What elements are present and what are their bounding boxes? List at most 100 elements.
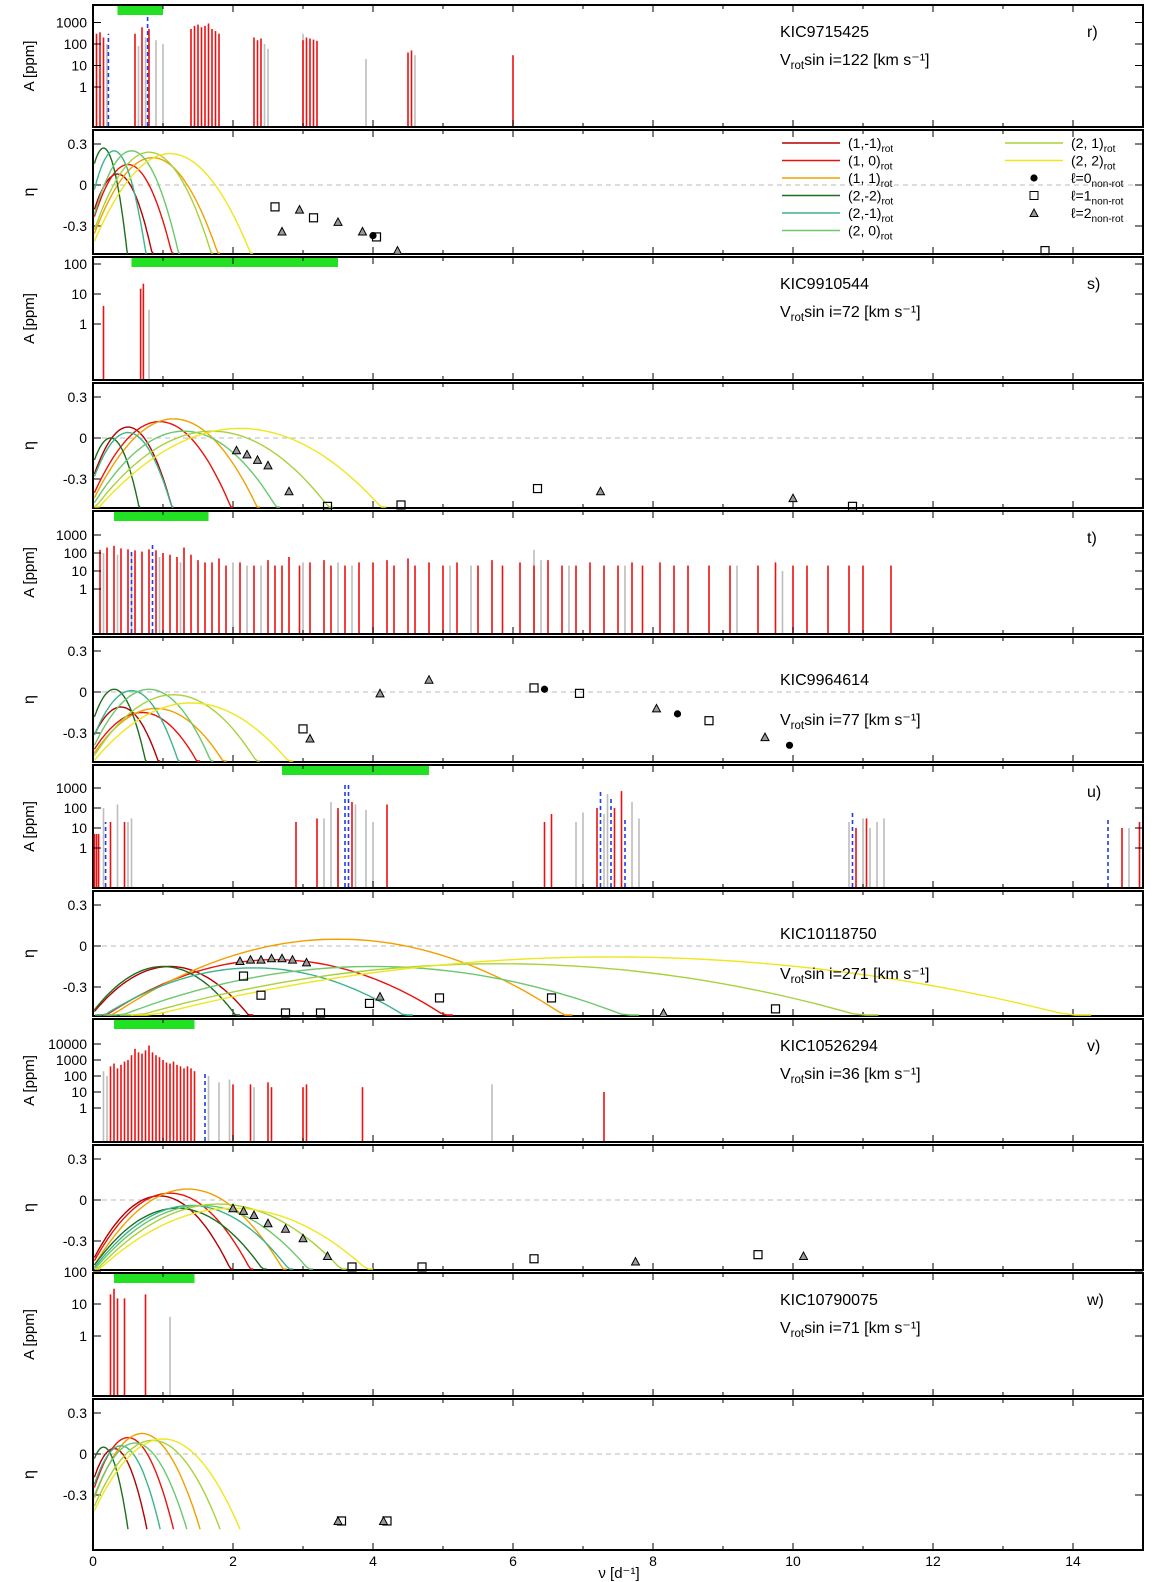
x-tick-label-5: 10 bbox=[785, 1553, 801, 1569]
panel-u-eta-ytick-label-1: 0 bbox=[79, 938, 87, 954]
x-tick-label-7: 14 bbox=[1065, 1553, 1081, 1569]
panel-w-l2-point-0 bbox=[333, 1515, 343, 1525]
panel-r-eta-curve-6 bbox=[93, 151, 214, 254]
panel-t-eta-ytick-label-1: 0 bbox=[79, 684, 87, 700]
panel-v-l1-point-1 bbox=[417, 1262, 427, 1272]
panel-s-amp-ylabel: A [ppm] bbox=[21, 293, 38, 344]
panel-t-l2-point-4 bbox=[760, 732, 770, 742]
panel-v-amp-ytick-label-3: 1000 bbox=[56, 1052, 87, 1068]
panel-r-eta-ytick-label-2: -0.3 bbox=[63, 218, 87, 234]
panel-v-l1-point-2 bbox=[529, 1254, 539, 1264]
panel-r-l2-point-1 bbox=[294, 204, 305, 214]
panel-v-l1-point-3 bbox=[753, 1250, 763, 1260]
panel-w-star-name: KIC10790075 bbox=[780, 1292, 878, 1309]
panel-w-eta-curve-7 bbox=[93, 1438, 241, 1530]
panel-v-amp-frame bbox=[92, 1018, 1144, 1143]
panel-v-amp-ylabel: A [ppm] bbox=[21, 1055, 38, 1106]
panel-v-eta-curve-6 bbox=[94, 1203, 347, 1270]
panel-r-amp-ylabel: A [ppm] bbox=[21, 41, 38, 92]
panel-u-eta-curve-1 bbox=[97, 959, 453, 1016]
panel-s-l2-point-5 bbox=[595, 486, 606, 496]
panel-v-l2-point-8 bbox=[798, 1250, 809, 1261]
panel-v-eta-curve-0 bbox=[93, 1195, 234, 1270]
panel-v-eta-ytick-label-2: -0.3 bbox=[63, 1233, 87, 1249]
panel-w-panel-letter: w) bbox=[1086, 1292, 1104, 1309]
panel-u-star-name: KIC10118750 bbox=[780, 926, 877, 943]
panel-s-eta-frame bbox=[92, 382, 1144, 509]
panel-u-eta-ytick-label-0: 0.3 bbox=[68, 897, 88, 913]
panel-s-l2-point-2 bbox=[252, 454, 263, 464]
panel-r-amp-ytick-label-3: 1000 bbox=[56, 15, 87, 31]
panel-s-vsini: Vrotsin i=72 [km s⁻¹] bbox=[780, 304, 921, 324]
panel-t-l2-point-2 bbox=[424, 674, 434, 684]
panel-s-eta-ytick-label-1: 0 bbox=[79, 430, 87, 446]
panel-r-eta-curve-7 bbox=[93, 152, 254, 254]
panel-v-l2-point-2 bbox=[249, 1209, 259, 1220]
panel-s-l2-point-4 bbox=[284, 486, 294, 496]
panel-w-amp-ytick-label-2: 100 bbox=[64, 1264, 88, 1280]
panel-v-l2-point-7 bbox=[630, 1256, 641, 1266]
panel-v-l2-point-4 bbox=[280, 1223, 291, 1233]
panel-s-green-bar bbox=[131, 258, 338, 267]
panel-u-eta-curve-0 bbox=[93, 965, 254, 1016]
panel-r-amp-ytick-label-2: 100 bbox=[64, 36, 88, 52]
panel-r-l1-point-2 bbox=[371, 232, 382, 242]
panel-r-panel-letter: r) bbox=[1087, 24, 1098, 41]
legend: (1,-1)rot(1, 0)rot(1, 1)rot(2,-2)rot(2,-… bbox=[782, 135, 1124, 243]
panel-s-panel-letter: s) bbox=[1087, 276, 1100, 293]
panel-r-star-name: KIC9715425 bbox=[780, 24, 869, 41]
panel-u-l1-point-0 bbox=[238, 971, 249, 981]
x-tick-label-2: 4 bbox=[369, 1553, 377, 1569]
panel-t-l1-point-2 bbox=[574, 688, 585, 698]
panel-w-eta-frame bbox=[92, 1398, 1144, 1551]
panel-r-green-bar bbox=[117, 6, 163, 15]
panel-w-amp-ytick-label-1: 10 bbox=[71, 1296, 87, 1312]
panel-u-eta-curve-4 bbox=[95, 967, 413, 1016]
panel-u-l1-point-5 bbox=[434, 993, 445, 1003]
panel-u-amp-frame bbox=[92, 764, 1144, 889]
panel-r-eta-curve-1 bbox=[93, 163, 174, 254]
x-tick-label-4: 8 bbox=[649, 1553, 657, 1569]
panel-w-amp-frame bbox=[92, 1272, 1144, 1397]
panel-s-eta-curve-7 bbox=[94, 427, 387, 508]
legend-label-8: ℓ=0non-rot bbox=[1071, 170, 1124, 190]
panel-u-amp-ytick-label-1: 10 bbox=[71, 820, 87, 836]
panel-v-amp-ytick-label-4: 10000 bbox=[48, 1036, 87, 1052]
panel-u-l2-point-1 bbox=[245, 954, 256, 964]
panel-w-eta-ytick-label-0: 0.3 bbox=[68, 1405, 88, 1421]
panel-v-eta-ytick-label-0: 0.3 bbox=[68, 1151, 88, 1167]
panel-u-eta-curve-3 bbox=[93, 965, 240, 1016]
panel-t-eta-curve-1 bbox=[93, 711, 201, 762]
panel-t-star-name: KIC9964614 bbox=[780, 672, 869, 689]
panel-v-eta-ytick-label-1: 0 bbox=[79, 1192, 87, 1208]
panel-r-amp-ytick-label-0: 1 bbox=[79, 79, 87, 95]
panel-v-star-name: KIC10526294 bbox=[780, 1038, 878, 1055]
panel-t-green-bar bbox=[114, 512, 209, 521]
legend-label-4: (2,-1)rot bbox=[848, 205, 893, 225]
panel-v-l2-point-3 bbox=[263, 1218, 273, 1228]
panel-u-vsini: Vrotsin i=271 [km s⁻¹] bbox=[780, 966, 930, 986]
panel-v-l2-point-0 bbox=[228, 1203, 238, 1213]
panel-w-amp-ylabel: A [ppm] bbox=[21, 1309, 38, 1360]
panel-t-l0-point-0 bbox=[540, 685, 549, 693]
panel-u-l2-point-5 bbox=[287, 954, 298, 964]
panel-t-eta-curve-0 bbox=[93, 706, 161, 762]
panel-t-eta-frame bbox=[92, 636, 1144, 763]
panel-t-l1-point-3 bbox=[704, 716, 714, 726]
panel-t-l1-point-0 bbox=[298, 724, 308, 734]
panel-s-l1-point-3 bbox=[847, 501, 858, 511]
panel-v-eta-ylabel: η bbox=[21, 1203, 38, 1212]
panel-s-eta-curve-0 bbox=[93, 426, 174, 508]
panel-w-eta-ylabel: η bbox=[21, 1470, 38, 1479]
panel-w-vsini: Vrotsin i=71 [km s⁻¹] bbox=[780, 1320, 921, 1340]
panel-u-amp-ytick-label-2: 100 bbox=[64, 800, 88, 816]
panel-t-eta-curve-3 bbox=[93, 688, 147, 762]
panel-t-eta-curve-7 bbox=[93, 702, 294, 762]
panel-u-l2-point-4 bbox=[277, 953, 287, 963]
panel-u-eta-curve-7 bbox=[130, 956, 1092, 1016]
panel-v-amp-ytick-label-2: 100 bbox=[64, 1068, 88, 1084]
panel-r-eta-curve-3 bbox=[93, 147, 129, 254]
panel-v-eta-curve-1 bbox=[93, 1192, 254, 1270]
panel-t-amp-ytick-label-0: 1 bbox=[79, 581, 87, 597]
